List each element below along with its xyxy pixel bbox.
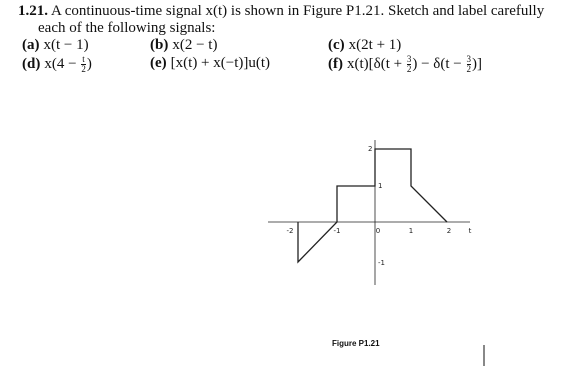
x-tick-label: t xyxy=(469,227,472,235)
item-label: (c) xyxy=(328,37,345,53)
expr-text: )] xyxy=(472,55,482,72)
expr-text: x(2t + 1) xyxy=(348,37,402,53)
figure-caption: Figure P1.21 xyxy=(332,339,380,348)
expr-text: ) xyxy=(86,55,92,72)
item: (b) x(2 − t) xyxy=(150,37,217,54)
signal xyxy=(297,148,448,264)
y-tick-label: 1 xyxy=(378,182,382,190)
item-label: (d) xyxy=(22,55,41,72)
expr-text: x(4 − xyxy=(44,55,81,72)
numerator: 3 xyxy=(466,54,471,65)
problem-line: 1.21. A continuous-time signal x(t) is s… xyxy=(18,3,544,20)
item: (f) x(t)[δ(t + 3 2) − δ(t − 3 2)] xyxy=(328,55,482,74)
item-label: (a) xyxy=(22,37,40,53)
y-tick-label: 2 xyxy=(368,145,372,153)
x-tick-label: 2 xyxy=(447,227,451,235)
signal-path xyxy=(297,148,448,264)
expr-text: [x(t) + x(−t)]u(t) xyxy=(170,55,271,71)
x-tick-label: 0 xyxy=(376,227,380,235)
expr-text: x(2 − t) xyxy=(172,37,218,53)
item: (d) x(4 − t 2) xyxy=(22,55,92,74)
x-tick-label: -1 xyxy=(334,227,341,235)
denominator: 2 xyxy=(406,64,412,74)
numerator: 3 xyxy=(406,54,412,65)
item-label: (e) xyxy=(150,55,167,71)
x-tick-label: -2 xyxy=(287,227,294,235)
item-row: (d) x(4 − t 2) (e) [x(t) + x(−t)]u(t) (f) x(t)… xyxy=(0,55,577,75)
problem-number: 1.21. xyxy=(18,3,48,19)
item: (c) x(2t + 1) xyxy=(328,37,401,54)
item-label: (b) xyxy=(150,37,169,53)
problem-intro: each of the following signals: xyxy=(38,20,216,36)
item: (a) x(t − 1) xyxy=(22,37,89,54)
denominator: 2 xyxy=(466,64,472,74)
item: (e) [x(t) + x(−t)]u(t) xyxy=(150,55,270,72)
item-row: (a) x(t − 1) (b) x(2 − t) (c) x(2t + 1) xyxy=(0,37,577,55)
expr-text: x(t − 1) xyxy=(43,37,89,53)
problem-intro: A continuous-time signal x(t) is shown i… xyxy=(50,3,545,19)
expr-text: ) − δ(t − xyxy=(412,55,466,72)
numerator: t xyxy=(81,54,86,65)
item-label: (f) xyxy=(328,55,343,72)
y-tick-label: -1 xyxy=(378,259,385,267)
x-tick-label: 1 xyxy=(409,227,413,235)
denominator: 2 xyxy=(81,64,86,74)
expr-text: x(t)[δ(t + xyxy=(347,55,406,72)
